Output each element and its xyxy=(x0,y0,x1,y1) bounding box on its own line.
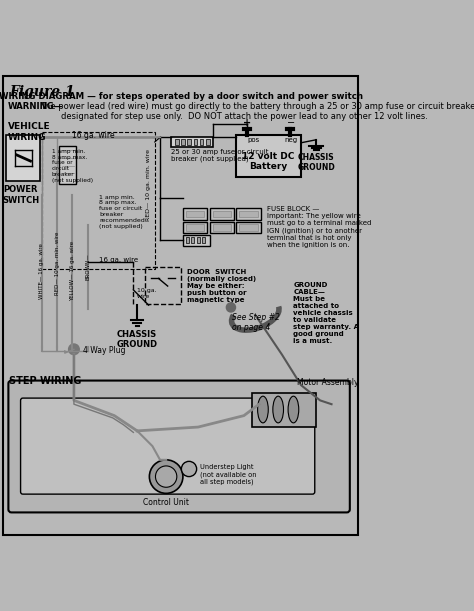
Bar xyxy=(236,208,261,220)
Bar xyxy=(210,208,234,220)
Text: neg: neg xyxy=(284,137,297,144)
Text: FUSE BLOCK —
Important: The yellow wire
must go to a terminal marked
IGN (igniti: FUSE BLOCK — Important: The yellow wire … xyxy=(267,206,371,247)
Bar xyxy=(6,135,40,181)
Text: WHITE— 16 ga. wire: WHITE— 16 ga. wire xyxy=(39,243,45,299)
Bar xyxy=(206,139,210,145)
Bar xyxy=(42,132,155,269)
Bar xyxy=(59,146,76,184)
Text: 4 Way Plug: 4 Way Plug xyxy=(83,345,126,354)
Text: Motor Assembly: Motor Assembly xyxy=(297,378,359,387)
Text: CHASSIS
GROUND: CHASSIS GROUND xyxy=(297,153,335,172)
Bar xyxy=(236,135,301,177)
Text: −: − xyxy=(287,117,295,128)
Bar xyxy=(197,237,200,243)
Circle shape xyxy=(149,460,183,493)
Bar xyxy=(183,222,207,233)
Bar xyxy=(145,267,182,304)
Bar xyxy=(188,139,191,145)
FancyBboxPatch shape xyxy=(20,398,315,494)
Circle shape xyxy=(155,466,177,487)
Circle shape xyxy=(182,461,197,477)
Text: 1 amp min.
8 amp max.
fuse or circuit
breaker
recommended
(not supplied): 1 amp min. 8 amp max. fuse or circuit br… xyxy=(99,195,145,229)
Bar xyxy=(186,224,204,231)
Ellipse shape xyxy=(273,396,283,423)
Text: 1 amp min.
8 amp max.
fuse or
circuit
breaker
(not supplied): 1 amp min. 8 amp max. fuse or circuit br… xyxy=(52,149,93,183)
Bar xyxy=(175,139,179,145)
Text: 12 volt DC
Battery: 12 volt DC Battery xyxy=(242,152,294,171)
Text: RED— 10 ga. min. wire: RED— 10 ga. min. wire xyxy=(146,149,151,221)
Bar xyxy=(210,222,234,233)
Text: 10 ga.
wire: 10 ga. wire xyxy=(137,288,157,299)
Bar xyxy=(213,211,231,218)
Text: STEP WIRING: STEP WIRING xyxy=(9,376,82,386)
Text: Understep Light
(not available on
all step models): Understep Light (not available on all st… xyxy=(200,464,256,485)
Bar xyxy=(182,139,185,145)
Text: 16 ga. wire: 16 ga. wire xyxy=(73,131,115,141)
FancyBboxPatch shape xyxy=(9,381,350,513)
Text: DOOR  SWITCH
(normally closed)
May be either:
push button or
magnetic type: DOOR SWITCH (normally closed) May be eit… xyxy=(187,269,256,302)
Bar xyxy=(202,237,205,243)
Bar xyxy=(191,237,194,243)
Bar xyxy=(239,211,257,218)
Bar xyxy=(200,139,203,145)
Circle shape xyxy=(69,344,79,354)
Text: YELLOW— 16 ga. wire: YELLOW— 16 ga. wire xyxy=(70,241,75,301)
Text: See Step #2
on page 4: See Step #2 on page 4 xyxy=(232,313,280,332)
Text: POWER
SWITCH: POWER SWITCH xyxy=(2,186,39,205)
Bar xyxy=(183,235,210,246)
Bar xyxy=(239,224,257,231)
Bar xyxy=(193,139,197,145)
Text: pos: pos xyxy=(247,137,259,144)
Bar xyxy=(252,393,316,427)
Text: WARNING—: WARNING— xyxy=(8,101,63,111)
Ellipse shape xyxy=(288,396,299,423)
Text: The power lead (red wire) must go directly to the battery through a 25 or 30 amp: The power lead (red wire) must go direct… xyxy=(40,101,474,121)
Ellipse shape xyxy=(257,396,268,423)
Text: +: + xyxy=(243,117,251,128)
Text: VEHICLE
WIRING: VEHICLE WIRING xyxy=(8,122,50,142)
Bar xyxy=(186,211,204,218)
Text: 16 ga. wire: 16 ga. wire xyxy=(99,257,138,263)
Bar xyxy=(213,224,231,231)
Bar xyxy=(186,237,189,243)
Text: BROWN—: BROWN— xyxy=(85,254,90,280)
Text: 25 or 30 amp fuse or circuit
breaker (not supplied): 25 or 30 amp fuse or circuit breaker (no… xyxy=(172,149,269,163)
Text: RED— 10 ga. min. wire: RED— 10 ga. min. wire xyxy=(55,232,60,295)
Text: Control Unit: Control Unit xyxy=(143,498,189,507)
Bar xyxy=(236,222,261,233)
Bar xyxy=(172,137,213,147)
Text: CHASSIS
GROUND: CHASSIS GROUND xyxy=(117,329,158,349)
Text: GROUND
CABLE—
Must be
attached to
vehicle chassis
to validate
step warranty. A
g: GROUND CABLE— Must be attached to vehicl… xyxy=(293,282,359,344)
Text: WIRING DIAGRAM — for steps operated by a door switch and power switch: WIRING DIAGRAM — for steps operated by a… xyxy=(0,92,363,101)
Text: Figure 1: Figure 1 xyxy=(9,85,75,99)
Bar xyxy=(183,208,207,220)
Circle shape xyxy=(227,303,236,312)
